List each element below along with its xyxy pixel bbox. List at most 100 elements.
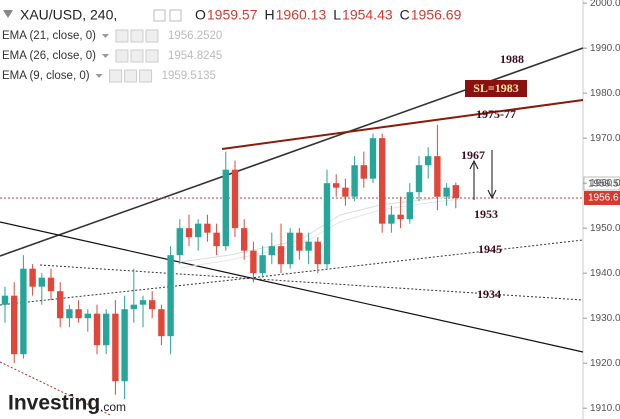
- icon[interactable]: [153, 9, 166, 22]
- candle-body: [103, 313, 110, 346]
- drawings: [0, 47, 584, 416]
- icon[interactable]: [145, 49, 159, 63]
- candle-body: [379, 138, 386, 224]
- candle-body: [452, 185, 459, 199]
- indicator-value: 1954.8245: [168, 50, 222, 62]
- price-label: 1956.6: [588, 193, 619, 204]
- candle-body: [342, 187, 349, 197]
- candle-body: [259, 255, 266, 274]
- annotation: SL=1983: [473, 81, 519, 95]
- ohlc-label: H: [265, 7, 275, 23]
- ohlc-value: 1954.43: [342, 7, 393, 23]
- candle-body: [38, 277, 45, 287]
- ohlc-label: C: [400, 7, 410, 23]
- candle-body: [195, 223, 202, 238]
- candle-body: [185, 228, 193, 238]
- trend-line: [0, 221, 584, 353]
- y-tick-label: 1970.0: [590, 133, 620, 144]
- candle-body: [204, 223, 211, 233]
- price-label-box: [584, 191, 620, 205]
- indicator-value: 1959.5135: [162, 70, 216, 82]
- logo-suffix: .com: [100, 400, 126, 414]
- candle-body: [397, 214, 404, 220]
- dotted-line: [39, 264, 584, 301]
- ema-line: [179, 195, 461, 263]
- icon[interactable]: [145, 29, 159, 43]
- candle-body: [443, 187, 450, 197]
- indicator-value: 1956.2520: [168, 30, 222, 42]
- y-tick-label: 1920.0: [590, 358, 620, 369]
- candle-body: [351, 165, 358, 197]
- candle-body: [130, 304, 137, 310]
- ohlc-value: 1960.13: [276, 7, 327, 23]
- candle-body: [121, 309, 128, 382]
- y-tick-label: 1990.0: [590, 43, 620, 54]
- candle-body: [333, 183, 340, 188]
- candle-body: [369, 138, 377, 179]
- candle-body: [314, 241, 321, 265]
- ohlc: O 1959.57 H 1960.13 L 1954.43 C 1956.69: [195, 7, 462, 23]
- candle-body: [360, 165, 367, 179]
- price-label: 1959.5: [588, 179, 619, 190]
- y-tick-label: 1940.0: [590, 268, 620, 279]
- candle-body: [47, 277, 55, 292]
- icon[interactable]: [115, 49, 129, 63]
- candle-body: [66, 309, 73, 319]
- candle-body: [213, 232, 220, 247]
- trend-line: [221, 99, 584, 150]
- ohlc-value: 1959.57: [207, 7, 258, 23]
- indicator-name: EMA (21, close, 0): [2, 30, 96, 42]
- y-tick-label: 1950.0: [590, 223, 620, 234]
- collapse-icon[interactable]: [3, 10, 13, 18]
- arrow-head: [469, 159, 479, 170]
- candle-body: [268, 246, 275, 256]
- logo: Investing: [8, 392, 100, 415]
- candle-body: [167, 255, 174, 337]
- candle-body: [323, 183, 331, 265]
- annotation: 1967: [461, 148, 485, 162]
- y-tick-label: 1910.0: [590, 403, 620, 414]
- icon[interactable]: [124, 69, 138, 83]
- annotation: 1988: [500, 52, 524, 66]
- candle-body: [20, 268, 27, 355]
- ohlc-label: L: [333, 7, 341, 23]
- annotation-box: [465, 80, 527, 97]
- candle-body: [305, 241, 312, 251]
- candle-body: [57, 291, 64, 319]
- indicators: EMA (21, close, 0) 1956.2520 EMA (26, clos…: [2, 29, 222, 83]
- candle-body: [388, 214, 395, 224]
- candle-body: [296, 232, 303, 251]
- candle-body: [1, 295, 9, 305]
- y-tick-label: 1960.0: [590, 178, 620, 189]
- candle-body: [93, 313, 101, 346]
- icon[interactable]: [109, 69, 123, 83]
- candle-body: [231, 169, 239, 229]
- candle-body: [158, 309, 165, 337]
- candle-body: [250, 250, 257, 274]
- dotted-line: [0, 361, 111, 416]
- candle-body: [29, 268, 36, 287]
- candle-body: [84, 313, 91, 319]
- icon[interactable]: [130, 29, 144, 43]
- dropdown-icon[interactable]: [101, 34, 109, 38]
- annotation: 1934: [477, 287, 501, 301]
- icon[interactable]: [130, 49, 144, 63]
- annotation: 1975-77: [476, 107, 516, 121]
- symbol: XAU/USD, 240,: [20, 7, 117, 23]
- dropdown-icon[interactable]: [95, 74, 103, 78]
- dropdown-icon[interactable]: [101, 54, 109, 58]
- icon[interactable]: [169, 9, 182, 22]
- candle-body: [415, 165, 423, 193]
- icon[interactable]: [115, 29, 129, 43]
- y-tick-label: 1980.0: [590, 88, 620, 99]
- icon[interactable]: [139, 69, 153, 83]
- candle-body: [11, 295, 18, 355]
- candle-body: [406, 192, 413, 220]
- annotation: 1953: [474, 207, 498, 221]
- ema-line: [179, 198, 461, 269]
- annotation: 1945: [478, 242, 502, 256]
- indicator-name: EMA (9, close, 0): [2, 70, 90, 82]
- ohlc-value: 1956.69: [411, 7, 462, 23]
